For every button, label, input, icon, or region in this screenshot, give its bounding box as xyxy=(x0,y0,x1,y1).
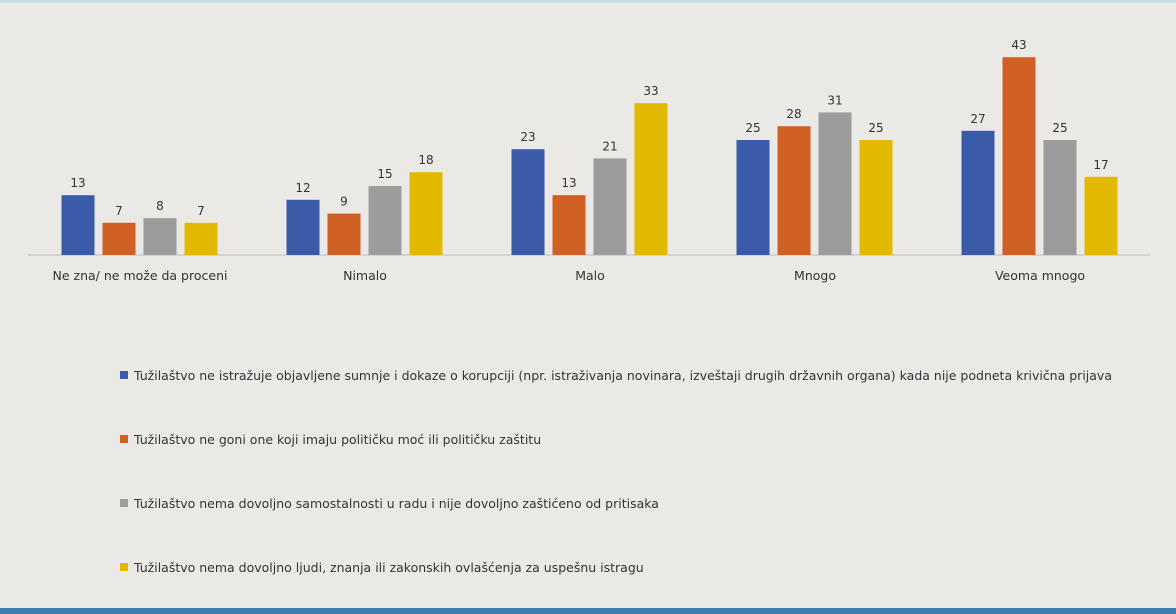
bar xyxy=(327,213,361,255)
legend-label: Tužilaštvo nema dovoljno samostalnosti u… xyxy=(134,496,659,511)
x-tick-label: Veoma mnogo xyxy=(995,268,1085,283)
bar xyxy=(102,222,136,255)
data-label: 12 xyxy=(295,181,310,195)
data-label: 23 xyxy=(520,130,535,144)
legend-swatch xyxy=(120,371,128,379)
bar xyxy=(286,199,320,255)
data-label: 15 xyxy=(377,167,392,181)
bar xyxy=(552,195,586,255)
bar xyxy=(961,130,995,255)
data-label: 43 xyxy=(1011,38,1026,52)
data-label: 33 xyxy=(643,84,658,98)
data-label: 31 xyxy=(827,93,842,107)
bar xyxy=(511,149,545,255)
data-label: 25 xyxy=(868,121,883,135)
data-label: 25 xyxy=(1052,121,1067,135)
bar xyxy=(859,140,893,255)
data-label: 8 xyxy=(156,199,164,213)
data-label: 17 xyxy=(1093,158,1108,172)
legend-item: Tužilaštvo nema dovoljno ljudi, znanja i… xyxy=(120,560,644,575)
data-label: 25 xyxy=(745,121,760,135)
bar xyxy=(777,126,811,255)
legend-item: Tužilaštvo ne istražuje objavljene sumnj… xyxy=(120,368,1112,383)
bar xyxy=(368,186,402,255)
legend-label: Tužilaštvo ne goni one koji imaju politi… xyxy=(134,432,542,447)
x-tick-label: Mnogo xyxy=(794,268,836,283)
bar-chart: 13 7 8 7 Ne zna/ ne može da proceni 12 9 15 18 Ni… xyxy=(28,38,1150,283)
bar xyxy=(736,140,770,255)
data-label: 13 xyxy=(70,176,85,190)
legend-label: Tužilaštvo nema dovoljno ljudi, znanja i… xyxy=(134,560,644,575)
bar xyxy=(184,222,218,255)
data-label: 28 xyxy=(786,107,801,121)
bar xyxy=(1043,140,1077,255)
bar xyxy=(818,112,852,256)
data-label: 18 xyxy=(418,153,433,167)
x-tick-label: Ne zna/ ne može da proceni xyxy=(53,268,228,283)
bar xyxy=(143,218,177,255)
bottom-border xyxy=(0,608,1176,614)
top-border xyxy=(0,0,1176,3)
legend-item: Tužilaštvo ne goni one koji imaju politi… xyxy=(120,432,541,447)
bar xyxy=(1002,57,1036,256)
x-tick-label: Malo xyxy=(575,268,605,283)
bar xyxy=(593,158,627,255)
legend-swatch xyxy=(120,563,128,571)
x-tick-label: Nimalo xyxy=(343,268,387,283)
bar xyxy=(1084,176,1118,255)
legend-swatch xyxy=(120,435,128,443)
legend-item: Tužilaštvo nema dovoljno samostalnosti u… xyxy=(120,496,659,511)
legend-swatch xyxy=(120,499,128,507)
legend-label: Tužilaštvo ne istražuje objavljene sumnj… xyxy=(134,368,1112,383)
bar xyxy=(61,195,95,255)
data-label: 13 xyxy=(561,176,576,190)
data-label: 7 xyxy=(197,204,205,218)
data-label: 27 xyxy=(970,112,985,126)
bar xyxy=(409,172,443,255)
data-label: 7 xyxy=(115,204,123,218)
data-label: 21 xyxy=(602,139,617,153)
data-label: 9 xyxy=(340,195,348,209)
bar xyxy=(634,103,668,255)
